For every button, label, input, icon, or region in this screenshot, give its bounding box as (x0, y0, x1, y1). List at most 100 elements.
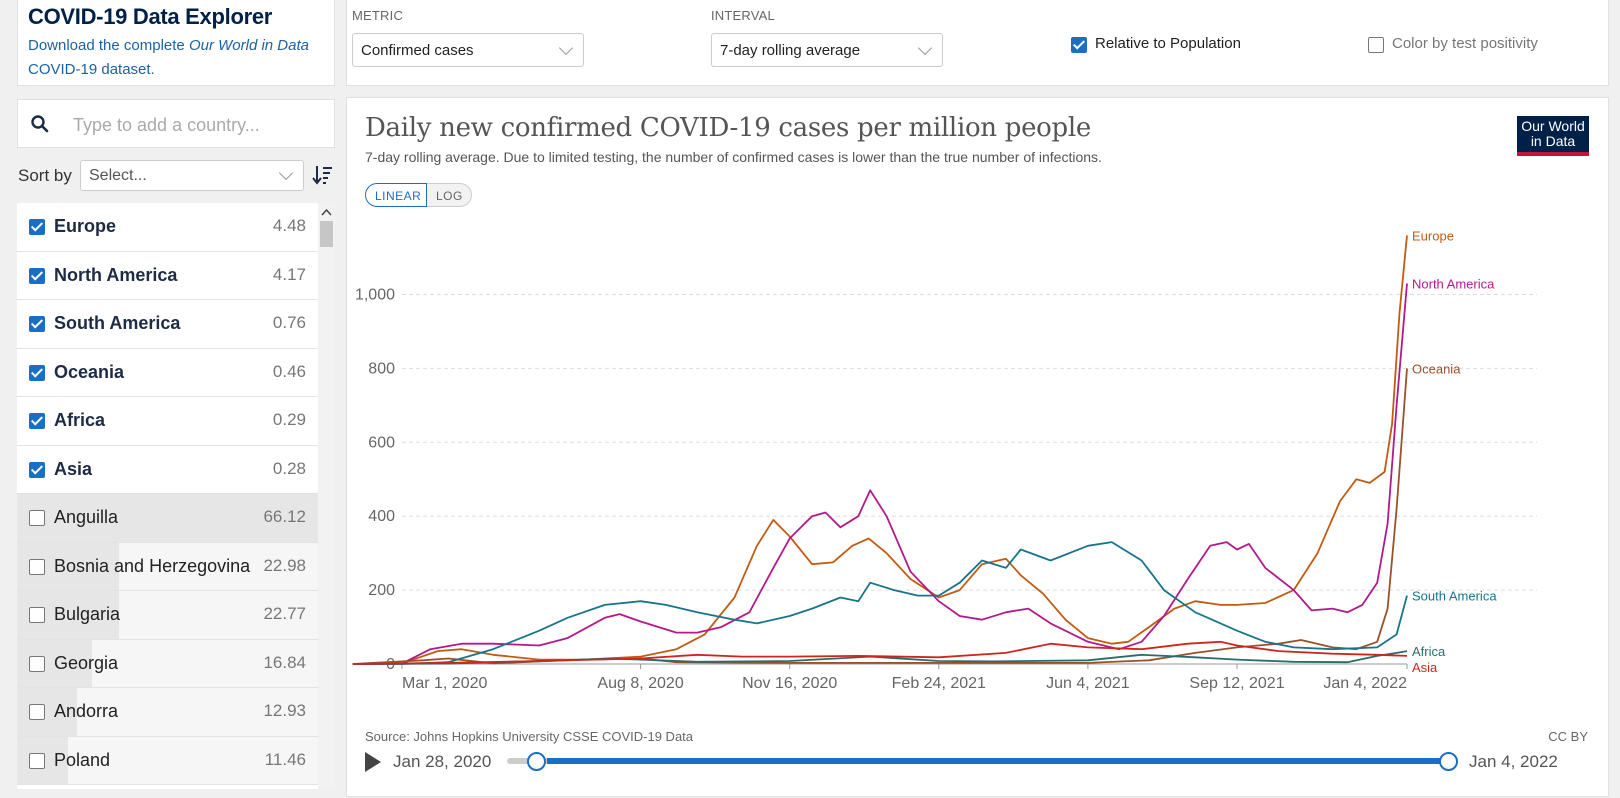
list-item[interactable]: Africa 0.29 (17, 397, 318, 446)
color-test-positivity-checkbox[interactable] (1368, 37, 1384, 53)
country-checkbox[interactable] (29, 752, 45, 769)
search-input[interactable] (73, 112, 323, 138)
country-checkbox[interactable] (29, 364, 45, 381)
country-value: 0.28 (272, 458, 306, 478)
country-name: Oceania (54, 361, 125, 382)
list-item[interactable]: Poland 11.46 (17, 736, 318, 785)
list-item[interactable]: Oceania 0.46 (17, 348, 318, 397)
list-item[interactable]: Georgia 16.84 (17, 639, 318, 688)
country-checkbox[interactable] (29, 316, 45, 332)
country-checkbox[interactable] (29, 413, 45, 429)
y-tick-label: 600 (368, 434, 395, 451)
logo-line-2: in Data (1530, 133, 1576, 149)
metric-select[interactable]: Confirmed cases (352, 33, 584, 67)
linear-scale-button[interactable]: LINEAR (365, 183, 427, 207)
interval-label: INTERVAL (711, 8, 775, 23)
country-value: 16.84 (263, 652, 306, 672)
country-value: 12.93 (263, 701, 306, 720)
timeline-end-date: Jan 4, 2022 (1469, 752, 1558, 771)
download-link[interactable]: Download the complete Our World in Data … (28, 34, 324, 82)
country-checkbox[interactable] (29, 558, 45, 575)
country-value: 0.46 (272, 361, 306, 381)
sort-order-icon[interactable] (312, 164, 334, 186)
country-checkbox[interactable] (29, 704, 45, 720)
scroll-up-icon[interactable] (318, 205, 335, 219)
relative-population-label: Relative to Population (1095, 35, 1241, 52)
search-panel (17, 99, 335, 148)
list-item[interactable]: North America 4.17 (17, 251, 318, 300)
country-checkbox[interactable] (29, 267, 45, 284)
owid-logo[interactable]: Our World in Data (1517, 116, 1589, 156)
chart-panel: Daily new confirmed COVID-19 cases per m… (346, 97, 1609, 797)
color-test-positivity-label: Color by test positivity (1392, 35, 1538, 52)
scroll-thumb[interactable] (320, 221, 333, 247)
list-item[interactable]: Europe 4.48 (17, 203, 318, 252)
country-value: 66.12 (263, 507, 306, 526)
country-value: 0.29 (272, 410, 306, 429)
interval-value: 7-day rolling average (720, 42, 861, 59)
x-tick-label: Aug 8, 2020 (597, 675, 683, 692)
country-name: North America (54, 264, 178, 285)
metric-value: Confirmed cases (361, 42, 474, 59)
country-checkbox[interactable] (29, 510, 45, 526)
chart-title: Daily new confirmed COVID-19 cases per m… (365, 113, 1091, 143)
title-panel: COVID-19 Data Explorer Download the comp… (17, 0, 335, 86)
interval-select[interactable]: 7-day rolling average (711, 33, 943, 67)
x-tick-label: Feb 24, 2021 (892, 675, 986, 692)
country-value: 22.77 (263, 604, 306, 623)
y-tick-label: 200 (368, 582, 395, 599)
license-link[interactable]: CC BY (1548, 729, 1588, 744)
y-tick-label: 800 (368, 360, 395, 377)
country-name: Georgia (54, 652, 119, 673)
list-item[interactable]: Bosnia and Herzegovina 22.98 (17, 542, 318, 591)
list-item[interactable]: Anguilla 66.12 (17, 494, 318, 543)
download-text-post: COVID-19 dataset. (28, 61, 155, 78)
download-text-pre: Download the complete (28, 37, 189, 54)
list-item[interactable]: Bulgaria 22.77 (17, 591, 318, 640)
country-value: 0.76 (272, 313, 306, 332)
series-label: North America (1412, 276, 1495, 291)
log-scale-button[interactable]: LOG (427, 183, 472, 207)
country-name: Andorra (54, 701, 119, 721)
x-tick-label: Nov 16, 2020 (742, 675, 837, 692)
relative-population-checkbox[interactable] (1071, 37, 1087, 53)
chevron-down-icon (917, 40, 933, 56)
series-label: Africa (1412, 644, 1446, 659)
timeline-start-handle[interactable] (527, 752, 546, 771)
chevron-down-icon (558, 40, 574, 56)
country-value: 4.17 (272, 264, 306, 284)
list-item[interactable]: Asia 0.28 (17, 445, 318, 494)
country-value: 11.46 (264, 749, 306, 769)
country-name: Bosnia and Herzegovina (54, 555, 251, 576)
chart-subtitle: 7-day rolling average. Due to limited te… (365, 149, 1102, 165)
series-label: Asia (1412, 660, 1438, 675)
sort-select-value: Select... (89, 167, 147, 184)
series-line-europe (352, 235, 1408, 665)
x-tick-label: Jun 4, 2021 (1046, 675, 1130, 692)
chart-source[interactable]: Source: Johns Hopkins University CSSE CO… (365, 729, 694, 744)
country-checkbox[interactable] (29, 655, 45, 672)
app-title: COVID-19 Data Explorer (28, 4, 273, 29)
value-bar (17, 688, 78, 736)
list-item[interactable]: Andorra 12.93 (17, 688, 318, 737)
sort-select[interactable]: Select... (80, 160, 304, 191)
series-label: Oceania (1412, 361, 1461, 376)
y-tick-label: 1,000 (355, 287, 395, 304)
country-checkbox[interactable] (29, 219, 45, 235)
timeline-range (547, 758, 1449, 764)
x-tick-label: Sep 12, 2021 (1189, 675, 1284, 692)
country-checkbox[interactable] (29, 607, 45, 623)
list-scrollbar[interactable] (318, 203, 335, 789)
country-checkbox[interactable] (29, 461, 45, 478)
y-tick-label: 400 (368, 508, 395, 525)
timeline-end-handle[interactable] (1439, 752, 1458, 771)
series-line-south-america (352, 541, 1408, 665)
country-name: Poland (54, 749, 111, 770)
list-item[interactable]: South America 0.76 (17, 300, 318, 349)
metric-label: METRIC (352, 8, 404, 23)
country-name: Europe (54, 216, 117, 236)
x-tick-label: Jan 4, 2022 (1323, 675, 1407, 692)
play-icon[interactable] (365, 752, 381, 772)
logo-line-1: Our World (1521, 118, 1585, 134)
